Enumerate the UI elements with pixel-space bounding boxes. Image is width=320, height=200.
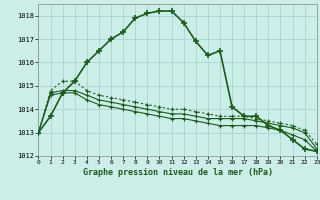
X-axis label: Graphe pression niveau de la mer (hPa): Graphe pression niveau de la mer (hPa)	[83, 168, 273, 177]
